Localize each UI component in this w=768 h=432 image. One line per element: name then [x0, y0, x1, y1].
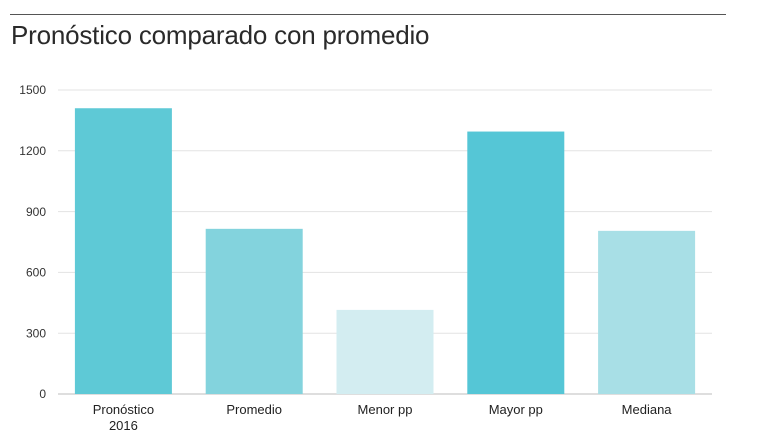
x-category-label: Menor pp [358, 402, 413, 417]
x-category-label: Promedio [226, 402, 282, 417]
bar-promedio [205, 228, 303, 394]
bar-mediana [598, 230, 696, 394]
x-category-label: Mediana [622, 402, 673, 417]
y-tick-label: 900 [26, 205, 46, 219]
bar-mayor-pp [467, 131, 565, 394]
x-axis-labels: Pronóstico 2016 Promedio Menor pp Mayor pp Me… [93, 402, 673, 432]
y-tick-label: 300 [26, 326, 46, 340]
x-category-label: Mayor pp [489, 402, 543, 417]
bar-pronóstico-2016 [74, 108, 172, 395]
chart-title: Pronóstico comparado con promedio [11, 20, 430, 50]
y-tick-label: 1200 [19, 144, 46, 158]
y-axis-ticks: 0 300 600 900 1200 1500 [19, 83, 46, 401]
x-category-label: Pronóstico 2016 [93, 402, 154, 432]
y-tick-label: 1500 [19, 83, 46, 97]
top-rule [10, 14, 726, 15]
bar-menor-pp [336, 309, 434, 394]
y-tick-label: 0 [39, 387, 46, 401]
bars [74, 108, 696, 395]
y-tick-label: 600 [26, 266, 46, 280]
